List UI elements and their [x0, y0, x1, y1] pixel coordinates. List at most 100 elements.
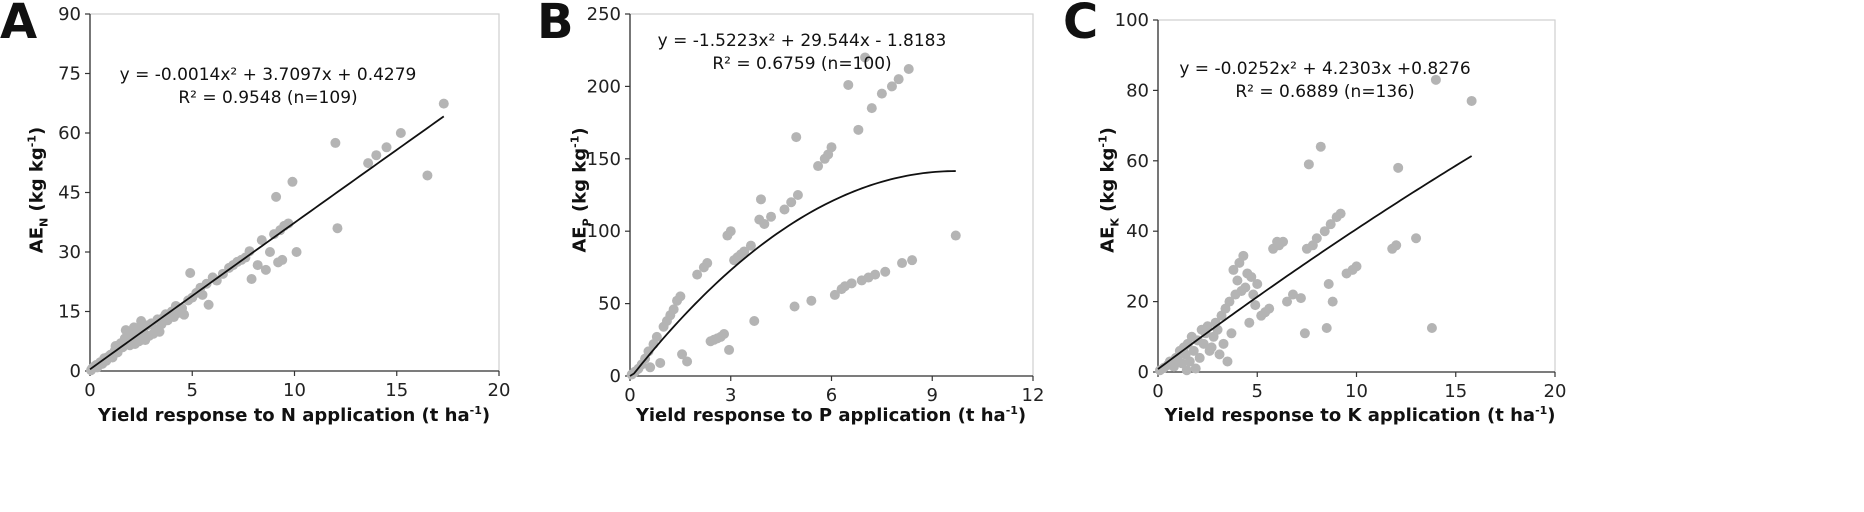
x-axis-label-main: Yield response to P application (t ha [635, 405, 1006, 426]
data-point [1226, 328, 1237, 339]
data-point [1181, 365, 1192, 376]
x-axis-label-sup: -1 [1535, 404, 1548, 417]
y-tick-label: 100 [587, 221, 621, 242]
y-tick-label: 90 [58, 4, 81, 25]
data-point [363, 158, 374, 169]
data-point [677, 349, 688, 360]
panel-label: A [0, 0, 38, 50]
data-point [371, 150, 382, 161]
data-point [395, 128, 406, 138]
regression-curve [89, 115, 445, 371]
data-point [203, 299, 214, 310]
regression-equation: y = -0.0252x² + 4.2303x +0.8276 R² = 0.6… [1175, 58, 1475, 104]
data-point [759, 218, 770, 229]
data-point [185, 268, 196, 279]
data-point [806, 295, 817, 306]
data-point [438, 98, 449, 109]
x-tick-label: 20 [1544, 381, 1567, 402]
y-tick-label: 20 [1126, 292, 1149, 313]
y-axis-label-main: AE [26, 226, 48, 254]
x-axis-label-sup: -1 [469, 404, 482, 417]
data-point [651, 331, 662, 342]
data-point [1240, 282, 1251, 293]
data-point [1198, 338, 1209, 349]
x-tick-label: 10 [283, 380, 306, 401]
y-axis-label-unit: (kg kg [26, 147, 48, 218]
data-point [880, 266, 891, 277]
y-tick-label: 45 [58, 183, 81, 204]
y-axis-label: AEP (kg kg-1) [569, 127, 594, 252]
y-tick-label: 150 [587, 149, 621, 170]
y-axis-label: AEK (kg kg-1) [1097, 127, 1122, 253]
data-point [1228, 264, 1239, 275]
x-axis-label-end: ) [1017, 405, 1027, 426]
data-point [1188, 345, 1199, 356]
y-axis-label-sub: P [580, 218, 594, 227]
regression-equation: y = -1.5223x² + 29.544x - 1.8183 R² = 0.… [642, 30, 962, 76]
chart-panel-c: C 0 20 40 60 80 100 0 5 10 15 20 y = -0.0252x² + 4… [1063, 0, 1663, 512]
data-point [201, 278, 212, 289]
r2-text: R² = 0.6889 (n=136) [1235, 82, 1415, 102]
data-point [1466, 95, 1477, 106]
data-point [1224, 296, 1235, 307]
data-point [1295, 293, 1306, 304]
data-point [692, 269, 703, 280]
y-tick-label: 75 [58, 64, 81, 85]
data-point [332, 223, 343, 234]
data-point [197, 289, 208, 300]
data-point [1323, 279, 1334, 289]
x-axis-label-main: Yield response to N application (t ha [97, 405, 470, 426]
data-point [1264, 303, 1275, 314]
data-point [893, 74, 904, 85]
data-point [1246, 271, 1257, 282]
scatter-plot-b: 0 50 100 150 200 250 0 3 6 9 12 [587, 4, 1045, 406]
data-point [645, 362, 656, 373]
data-point [211, 275, 222, 286]
y-axis-label-unit: (kg kg [569, 147, 591, 219]
data-point [843, 79, 854, 90]
x-axis-label: Yield response to K application (t ha-1) [1164, 404, 1555, 426]
data-point [1299, 328, 1310, 339]
y-axis-label-end: ) [1097, 127, 1119, 136]
data-point [1214, 349, 1225, 360]
data-point [739, 246, 750, 257]
x-axis-label-main: Yield response to K application (t ha [1164, 405, 1536, 426]
x-tick-label: 9 [927, 385, 938, 406]
data-point [813, 161, 824, 172]
data-point [870, 269, 881, 280]
data-point [1411, 233, 1422, 244]
y-tick-label: 0 [610, 366, 621, 387]
y-tick-label: 80 [1126, 80, 1149, 101]
data-point [1202, 321, 1213, 332]
y-tick-label: 15 [58, 302, 81, 323]
y-axis-label-sub: N [37, 217, 51, 227]
data-point [287, 176, 298, 187]
r2-text: R² = 0.9548 (n=109) [178, 88, 358, 108]
data-point [1232, 275, 1243, 286]
data-point [745, 240, 756, 251]
x-tick-label: 5 [187, 380, 198, 401]
data-point [264, 247, 275, 257]
x-tick-label: 12 [1022, 385, 1045, 406]
data-point [860, 52, 871, 63]
scatter-plot-c: 0 20 40 60 80 100 0 5 10 15 20 [1115, 10, 1567, 402]
y-axis-label-unit: (kg kg [1097, 147, 1119, 219]
x-axis-label-end: ) [481, 405, 491, 426]
y-tick-label: 0 [70, 361, 81, 382]
data-point [903, 64, 914, 75]
data-point [779, 204, 790, 215]
data-point [1351, 261, 1362, 272]
x-tick-label: 0 [84, 380, 95, 401]
data-point [179, 309, 190, 320]
data-point [719, 329, 730, 340]
data-point [826, 142, 837, 153]
x-axis-label: Yield response to P application (t ha-1) [636, 404, 1026, 426]
x-tick-label: 0 [1152, 381, 1163, 402]
data-point [1311, 233, 1322, 244]
y-tick-label: 100 [1115, 10, 1149, 31]
data-point [1252, 279, 1263, 289]
panel-label: B [537, 0, 574, 50]
x-axis-label: Yield response to N application (t ha-1) [98, 404, 490, 426]
data-point [277, 254, 288, 265]
x-tick-label: 0 [624, 385, 635, 406]
